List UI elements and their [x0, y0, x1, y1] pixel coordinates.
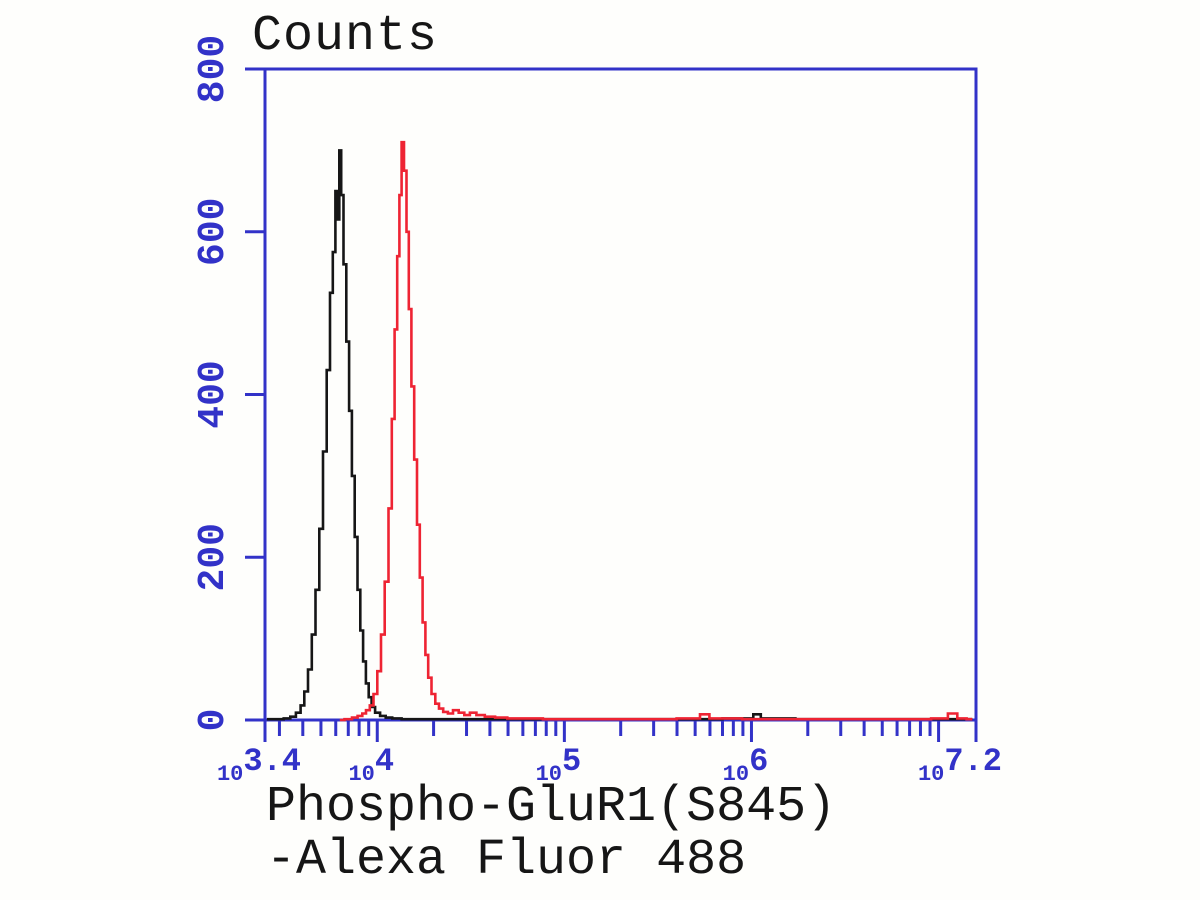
- x-axis-ticks: [277, 720, 941, 742]
- y-tick-label: 400: [192, 360, 235, 428]
- x-tick-label: 105: [536, 743, 582, 787]
- y-tick-label: 200: [192, 523, 235, 591]
- x-tick-label: 103.4: [217, 743, 301, 787]
- x-axis-tick-labels: 103.4 104 105 106 107.2: [217, 743, 1002, 787]
- x-axis-label-line2: -Alexa Fluor 488: [266, 832, 747, 889]
- x-tick-label: 104: [348, 743, 394, 787]
- x-tick-label: 107.2: [918, 743, 1002, 787]
- y-axis-title: Counts: [252, 8, 439, 65]
- y-tick-label: 0: [192, 709, 235, 732]
- x-axis-label: Phospho-GluR1(S845) -Alexa Fluor 488: [266, 781, 836, 887]
- x-axis-label-line1: Phospho-GluR1(S845): [266, 779, 837, 836]
- y-tick-label: 600: [192, 198, 235, 266]
- plot-frame: [263, 67, 978, 742]
- black-curve: [266, 149, 973, 721]
- x-tick-label: 106: [723, 743, 769, 787]
- red-curve: [339, 140, 973, 722]
- y-axis-ticks: 0 200 400 600 800: [192, 35, 265, 732]
- y-tick-label: 800: [192, 35, 235, 103]
